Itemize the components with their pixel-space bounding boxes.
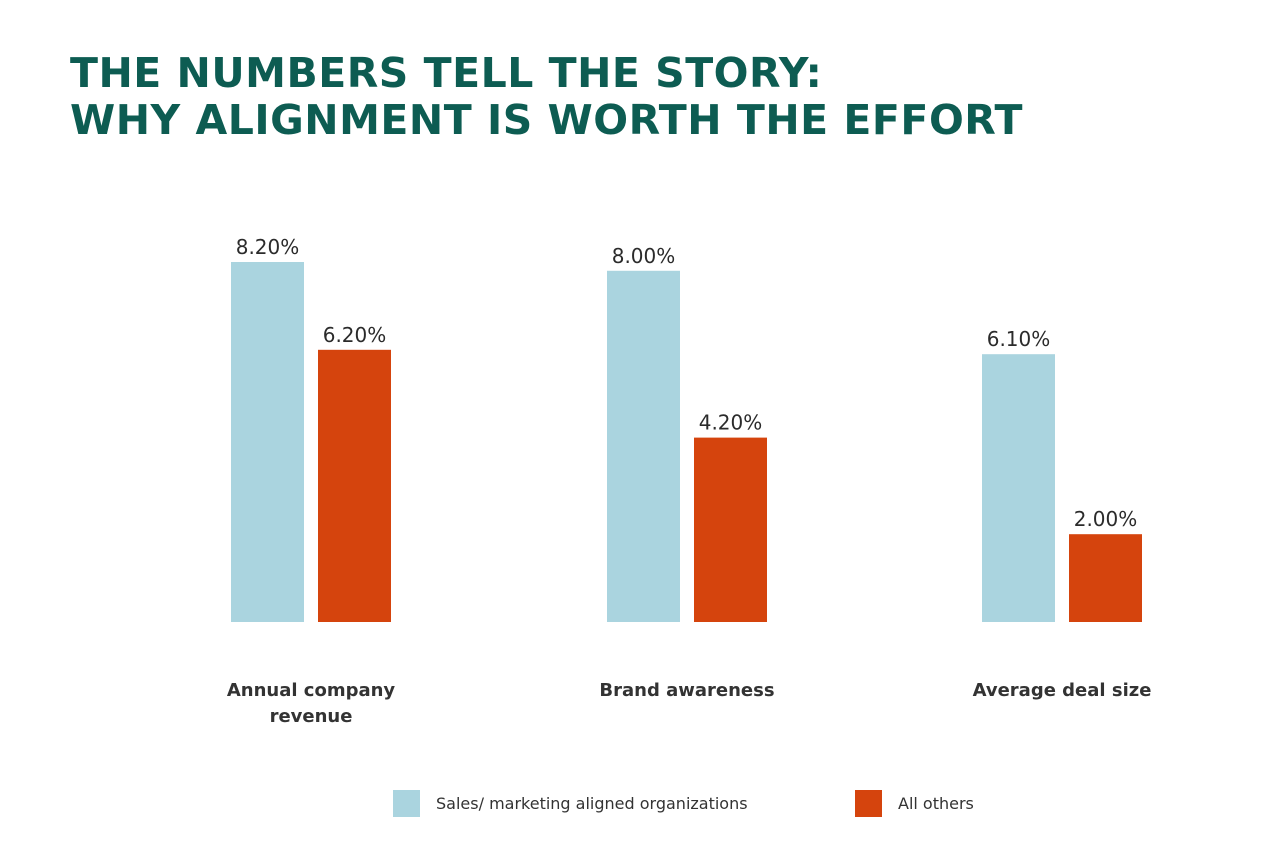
category-label-1-line-0: Brand awareness [599,680,774,701]
legend-item-others: All others [855,789,974,817]
bar-others-1 [694,437,767,622]
category-label-1: Brand awareness [599,680,774,701]
value-label-others-0: 6.20% [323,323,387,347]
category-label-2: Average deal size [973,680,1152,701]
legend-swatch-aligned [393,789,420,817]
bar-aligned-0 [231,262,304,622]
chart-title: THE NUMBERS TELL THE STORY: WHY ALIGNMEN… [70,50,1023,144]
legend-swatch-others [855,789,882,817]
legend-label-others: All others [898,793,974,813]
category-label-0-line-0: Annual company [227,680,396,701]
chart-title-line-1: THE NUMBERS TELL THE STORY: [70,49,823,97]
bar-chart: 8.20% 6.20% Annual company revenue 8.00% 4.20… [227,235,1152,727]
legend-label-aligned: Sales/ marketing aligned organizations [436,793,748,813]
bar-others-0 [318,349,391,622]
value-label-aligned-0: 8.20% [236,235,300,259]
value-label-aligned-1: 8.00% [612,244,676,268]
bar-aligned-2 [982,354,1055,622]
category-label-2-line-0: Average deal size [973,680,1152,701]
bar-others-2 [1069,534,1142,622]
value-label-others-2: 2.00% [1074,507,1138,531]
category-label-0: Annual company revenue [227,680,396,727]
bar-aligned-1 [607,270,680,622]
category-label-0-line-1: revenue [270,706,353,727]
legend-item-aligned: Sales/ marketing aligned organizations [393,789,748,817]
value-label-aligned-2: 6.10% [987,327,1051,351]
value-label-others-1: 4.20% [699,411,763,435]
chart-title-line-2: WHY ALIGNMENT IS WORTH THE EFFORT [70,96,1023,144]
